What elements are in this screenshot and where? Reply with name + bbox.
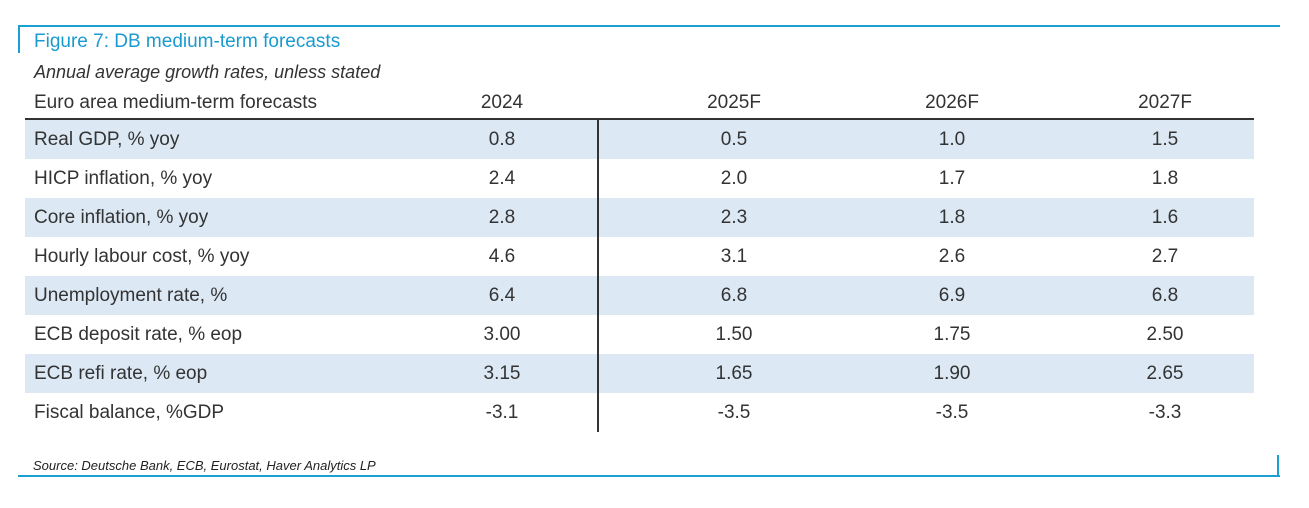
value-cell-2025f: -3.5 xyxy=(717,401,751,423)
row-label: HICP inflation, % yoy xyxy=(34,167,213,189)
value-cell-2026f: 1.7 xyxy=(938,167,966,189)
header-label: Euro area medium-term forecasts xyxy=(34,92,317,113)
value-cell-2024: 6.4 xyxy=(488,284,516,306)
table-row: ECB deposit rate, % eop 3.00 1.50 1.75 2.50 xyxy=(25,315,1254,354)
row-label: ECB refi rate, % eop xyxy=(34,362,208,384)
column-divider xyxy=(597,119,599,432)
table-row: Fiscal balance, %GDP -3.1 -3.5 -3.5 -3.3 xyxy=(25,393,1254,432)
row-label: Fiscal balance, %GDP xyxy=(34,401,225,423)
value-cell-2027f: -3.3 xyxy=(1148,401,1182,423)
frame-bottom-border xyxy=(18,475,1280,477)
value-cell-2027f: 2.50 xyxy=(1146,323,1184,345)
row-label: Real GDP, % yoy xyxy=(34,128,180,150)
row-label: ECB deposit rate, % eop xyxy=(34,323,243,345)
value-cell-2026f: 2.6 xyxy=(938,245,966,267)
frame-right-border xyxy=(1277,455,1279,477)
value-cell-2027f: 6.8 xyxy=(1151,284,1179,306)
value-cell-2026f: 1.8 xyxy=(938,206,966,228)
value-cell-2025f: 3.1 xyxy=(720,245,748,267)
value-cell-2025f: 0.5 xyxy=(720,128,748,150)
value-cell-2027f: 1.8 xyxy=(1151,167,1179,189)
table-row: ECB refi rate, % eop 3.15 1.65 1.90 2.65 xyxy=(25,354,1254,393)
table-row: HICP inflation, % yoy 2.4 2.0 1.7 1.8 xyxy=(25,159,1254,198)
value-cell-2027f: 1.5 xyxy=(1151,128,1179,150)
table-header-row: Euro area medium-term forecasts 2024 202… xyxy=(25,88,1254,120)
value-cell-2024: 3.15 xyxy=(483,362,521,384)
table-row: Real GDP, % yoy 0.8 0.5 1.0 1.5 xyxy=(25,120,1254,159)
value-cell-2024: 4.6 xyxy=(488,245,516,267)
column-header-2026f: 2026F xyxy=(925,92,979,113)
column-header-2024: 2024 xyxy=(480,92,524,113)
value-cell-2024: -3.1 xyxy=(485,401,519,423)
row-label: Unemployment rate, % xyxy=(34,284,228,306)
row-label: Core inflation, % yoy xyxy=(34,206,209,228)
value-cell-2025f: 6.8 xyxy=(720,284,748,306)
value-cell-2025f: 1.65 xyxy=(715,362,753,384)
table-row: Core inflation, % yoy 2.8 2.3 1.8 1.6 xyxy=(25,198,1254,237)
value-cell-2025f: 1.50 xyxy=(715,323,753,345)
value-cell-2026f: -3.5 xyxy=(935,401,969,423)
row-label: Hourly labour cost, % yoy xyxy=(34,245,250,267)
value-cell-2027f: 2.7 xyxy=(1151,245,1179,267)
forecast-table: Euro area medium-term forecasts 2024 202… xyxy=(25,88,1254,432)
value-cell-2026f: 1.0 xyxy=(938,128,966,150)
column-header-2025f: 2025F xyxy=(707,92,761,113)
frame-top-border xyxy=(18,25,1280,27)
value-cell-2025f: 2.3 xyxy=(720,206,748,228)
value-cell-2026f: 1.75 xyxy=(933,323,971,345)
value-cell-2026f: 1.90 xyxy=(933,362,971,384)
value-cell-2024: 2.8 xyxy=(488,206,516,228)
value-cell-2024: 0.8 xyxy=(488,128,516,150)
source-note: Source: Deutsche Bank, ECB, Eurostat, Ha… xyxy=(33,458,376,473)
value-cell-2024: 2.4 xyxy=(488,167,516,189)
figure-title: Figure 7: DB medium-term forecasts xyxy=(34,31,341,52)
table-row: Hourly labour cost, % yoy 4.6 3.1 2.6 2.7 xyxy=(25,237,1254,276)
column-header-2027f: 2027F xyxy=(1138,92,1192,113)
value-cell-2026f: 6.9 xyxy=(938,284,966,306)
value-cell-2025f: 2.0 xyxy=(720,167,748,189)
value-cell-2027f: 1.6 xyxy=(1151,206,1179,228)
figure-subtitle: Annual average growth rates, unless stat… xyxy=(34,62,381,82)
value-cell-2024: 3.00 xyxy=(483,323,521,345)
frame-left-border xyxy=(18,25,20,53)
value-cell-2027f: 2.65 xyxy=(1146,362,1184,384)
table-row: Unemployment rate, % 6.4 6.8 6.9 6.8 xyxy=(25,276,1254,315)
